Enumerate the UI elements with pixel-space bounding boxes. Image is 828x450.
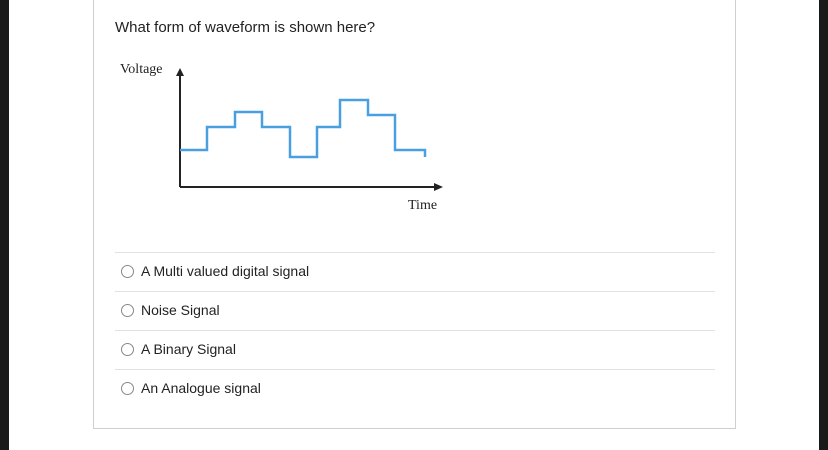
option-row[interactable]: A Multi valued digital signal (115, 252, 715, 291)
dark-edge (0, 0, 9, 450)
option-label[interactable]: A Multi valued digital signal (141, 263, 310, 279)
arrow (176, 68, 184, 76)
question-text: What form of waveform is shown here? (115, 19, 376, 36)
option-label[interactable]: A Binary Signal (141, 341, 236, 357)
radio-button[interactable] (121, 343, 134, 356)
option-row[interactable]: Noise Signal (115, 291, 715, 330)
y-axis-label: Voltage (120, 62, 163, 77)
x-axis-label: Time (408, 198, 437, 213)
arrow (434, 183, 443, 191)
option-row[interactable]: A Binary Signal (115, 330, 715, 369)
option-label[interactable]: Noise Signal (141, 302, 220, 318)
dark-edge (819, 0, 828, 450)
radio-button[interactable] (121, 265, 134, 278)
option-label[interactable]: An Analogue signal (141, 380, 261, 396)
waveform (180, 98, 427, 159)
radio-button[interactable] (121, 382, 134, 395)
radio-button[interactable] (121, 304, 134, 317)
question-card (93, 0, 736, 429)
option-row[interactable]: An Analogue signal (115, 369, 715, 408)
waveform-diagram: Voltage Time (120, 62, 443, 213)
